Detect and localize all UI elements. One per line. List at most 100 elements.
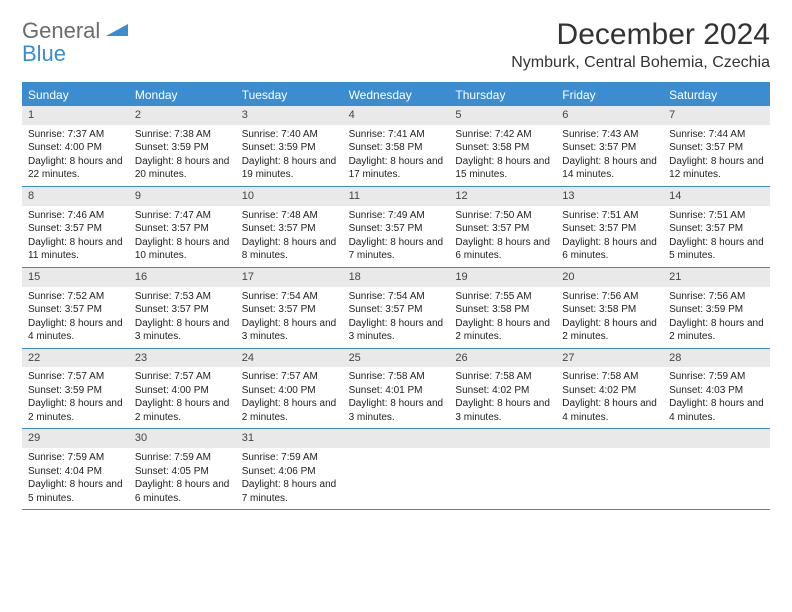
- sunrise-line: Sunrise: 7:48 AM: [242, 209, 337, 223]
- day-body: Sunrise: 7:43 AMSunset: 3:57 PMDaylight:…: [556, 128, 663, 182]
- day-body: Sunrise: 7:44 AMSunset: 3:57 PMDaylight:…: [663, 128, 770, 182]
- sunrise-line: Sunrise: 7:47 AM: [135, 209, 230, 223]
- empty-day-cell: [449, 429, 556, 509]
- daylight-line: Daylight: 8 hours and 3 minutes.: [135, 317, 230, 344]
- sunrise-line: Sunrise: 7:59 AM: [242, 451, 337, 465]
- day-body: Sunrise: 7:47 AMSunset: 3:57 PMDaylight:…: [129, 209, 236, 263]
- day-number: 10: [236, 187, 343, 206]
- sunset-line: Sunset: 3:57 PM: [349, 222, 444, 236]
- day-cell: 5Sunrise: 7:42 AMSunset: 3:58 PMDaylight…: [449, 106, 556, 186]
- day-number: 22: [22, 349, 129, 368]
- sunset-line: Sunset: 3:58 PM: [455, 303, 550, 317]
- daylight-line: Daylight: 8 hours and 8 minutes.: [242, 236, 337, 263]
- sunset-line: Sunset: 3:57 PM: [455, 222, 550, 236]
- sunrise-line: Sunrise: 7:57 AM: [28, 370, 123, 384]
- sunset-line: Sunset: 4:01 PM: [349, 384, 444, 398]
- daylight-line: Daylight: 8 hours and 15 minutes.: [455, 155, 550, 182]
- day-body: Sunrise: 7:57 AMSunset: 4:00 PMDaylight:…: [129, 370, 236, 424]
- week-row: 15Sunrise: 7:52 AMSunset: 3:57 PMDayligh…: [22, 268, 770, 349]
- calendar: SundayMondayTuesdayWednesdayThursdayFrid…: [22, 82, 770, 510]
- weeks-container: 1Sunrise: 7:37 AMSunset: 4:00 PMDaylight…: [22, 106, 770, 510]
- sunset-line: Sunset: 4:02 PM: [562, 384, 657, 398]
- day-body: Sunrise: 7:56 AMSunset: 3:59 PMDaylight:…: [663, 290, 770, 344]
- sunrise-line: Sunrise: 7:58 AM: [349, 370, 444, 384]
- day-cell: 27 Sunrise: 7:58 AMSunset: 4:02 PMDayligh…: [556, 349, 663, 429]
- day-cell: 3Sunrise: 7:40 AMSunset: 3:59 PMDaylight…: [236, 106, 343, 186]
- day-body: Sunrise: 7:55 AMSunset: 3:58 PMDaylight:…: [449, 290, 556, 344]
- sunset-line: Sunset: 4:06 PM: [242, 465, 337, 479]
- sunset-line: Sunset: 3:57 PM: [28, 303, 123, 317]
- day-cell: 11 Sunrise: 7:49 AMSunset: 3:57 PMDayligh…: [343, 187, 450, 267]
- sunset-line: Sunset: 3:57 PM: [135, 222, 230, 236]
- day-number: 26: [449, 349, 556, 368]
- day-cell: 17Sunrise: 7:54 AMSunset: 3:57 PMDayligh…: [236, 268, 343, 348]
- daylight-line: Daylight: 8 hours and 2 minutes.: [669, 317, 764, 344]
- sunrise-line: Sunrise: 7:58 AM: [455, 370, 550, 384]
- day-header-wednesday: Wednesday: [343, 84, 450, 106]
- day-header-saturday: Saturday: [663, 84, 770, 106]
- day-cell: 22 Sunrise: 7:57 AMSunset: 3:59 PMDayligh…: [22, 349, 129, 429]
- empty-day-cell: [663, 429, 770, 509]
- day-number: 24: [236, 349, 343, 368]
- day-cell: 19Sunrise: 7:55 AMSunset: 3:58 PMDayligh…: [449, 268, 556, 348]
- daylight-line: Daylight: 8 hours and 6 minutes.: [135, 478, 230, 505]
- sunset-line: Sunset: 3:58 PM: [562, 303, 657, 317]
- day-body: Sunrise: 7:58 AMSunset: 4:02 PMDaylight:…: [556, 370, 663, 424]
- day-number: 30: [129, 429, 236, 448]
- daylight-line: Daylight: 8 hours and 6 minutes.: [455, 236, 550, 263]
- day-body: Sunrise: 7:37 AMSunset: 4:00 PMDaylight:…: [22, 128, 129, 182]
- day-number: 11: [343, 187, 450, 206]
- day-number: 23: [129, 349, 236, 368]
- sunset-line: Sunset: 3:57 PM: [242, 222, 337, 236]
- day-number: 31: [236, 429, 343, 448]
- day-body: Sunrise: 7:57 AMSunset: 3:59 PMDaylight:…: [22, 370, 129, 424]
- daylight-line: Daylight: 8 hours and 5 minutes.: [28, 478, 123, 505]
- day-body: Sunrise: 7:46 AMSunset: 3:57 PMDaylight:…: [22, 209, 129, 263]
- week-row: 1Sunrise: 7:37 AMSunset: 4:00 PMDaylight…: [22, 106, 770, 187]
- day-number: 20: [556, 268, 663, 287]
- day-number: 3: [236, 106, 343, 125]
- day-cell: 8 Sunrise: 7:46 AMSunset: 3:57 PMDaylight…: [22, 187, 129, 267]
- day-number: 13: [556, 187, 663, 206]
- sunrise-line: Sunrise: 7:49 AM: [349, 209, 444, 223]
- day-number: 2: [129, 106, 236, 125]
- logo-line2: Blue: [22, 41, 66, 66]
- day-header-monday: Monday: [129, 84, 236, 106]
- day-body: Sunrise: 7:48 AMSunset: 3:57 PMDaylight:…: [236, 209, 343, 263]
- logo-line1: General: [22, 18, 100, 43]
- day-cell: 24 Sunrise: 7:57 AMSunset: 4:00 PMDayligh…: [236, 349, 343, 429]
- sunrise-line: Sunrise: 7:59 AM: [669, 370, 764, 384]
- day-body: Sunrise: 7:53 AMSunset: 3:57 PMDaylight:…: [129, 290, 236, 344]
- day-cell: 20 Sunrise: 7:56 AMSunset: 3:58 PMDayligh…: [556, 268, 663, 348]
- sunrise-line: Sunrise: 7:58 AM: [562, 370, 657, 384]
- day-cell: 14Sunrise: 7:51 AMSunset: 3:57 PMDayligh…: [663, 187, 770, 267]
- day-body: Sunrise: 7:41 AMSunset: 3:58 PMDaylight:…: [343, 128, 450, 182]
- day-body: Sunrise: 7:52 AMSunset: 3:57 PMDaylight:…: [22, 290, 129, 344]
- day-number: 27: [556, 349, 663, 368]
- daylight-line: Daylight: 8 hours and 11 minutes.: [28, 236, 123, 263]
- day-cell: 21Sunrise: 7:56 AMSunset: 3:59 PMDayligh…: [663, 268, 770, 348]
- day-body: Sunrise: 7:49 AMSunset: 3:57 PMDaylight:…: [343, 209, 450, 263]
- daylight-line: Daylight: 8 hours and 2 minutes.: [562, 317, 657, 344]
- daylight-line: Daylight: 8 hours and 4 minutes.: [28, 317, 123, 344]
- sunset-line: Sunset: 3:59 PM: [28, 384, 123, 398]
- sunrise-line: Sunrise: 7:56 AM: [562, 290, 657, 304]
- sunset-line: Sunset: 3:58 PM: [455, 141, 550, 155]
- day-number: 8: [22, 187, 129, 206]
- day-number: 14: [663, 187, 770, 206]
- day-header-friday: Friday: [556, 84, 663, 106]
- location-text: Nymburk, Central Bohemia, Czechia: [511, 54, 770, 72]
- sunrise-line: Sunrise: 7:37 AM: [28, 128, 123, 142]
- day-number: 7: [663, 106, 770, 125]
- day-header-thursday: Thursday: [449, 84, 556, 106]
- sunset-line: Sunset: 3:58 PM: [349, 141, 444, 155]
- day-cell: 18Sunrise: 7:54 AMSunset: 3:57 PMDayligh…: [343, 268, 450, 348]
- sunrise-line: Sunrise: 7:55 AM: [455, 290, 550, 304]
- day-body: Sunrise: 7:59 AMSunset: 4:06 PMDaylight:…: [236, 451, 343, 505]
- day-number: 16: [129, 268, 236, 287]
- daylight-line: Daylight: 8 hours and 10 minutes.: [135, 236, 230, 263]
- daylight-line: Daylight: 8 hours and 20 minutes.: [135, 155, 230, 182]
- day-body: Sunrise: 7:57 AMSunset: 4:00 PMDaylight:…: [236, 370, 343, 424]
- logo-triangle-icon: [106, 22, 128, 38]
- sunset-line: Sunset: 4:03 PM: [669, 384, 764, 398]
